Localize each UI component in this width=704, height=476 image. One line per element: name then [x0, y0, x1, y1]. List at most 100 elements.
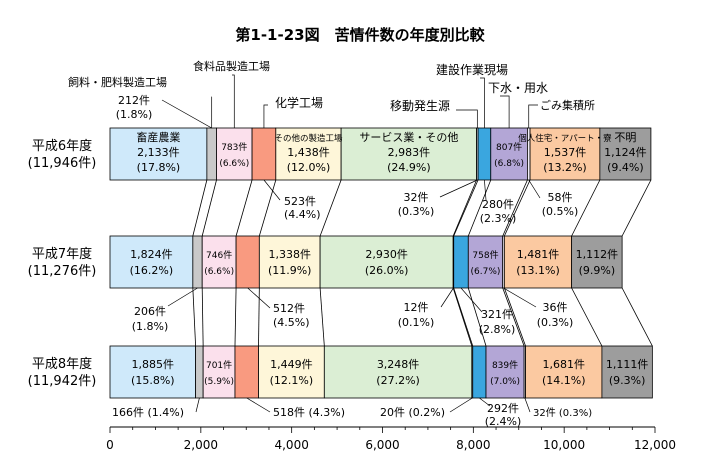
bar-segment	[571, 235, 623, 289]
callout-value: 206件	[134, 305, 166, 318]
callout-value: 518件 (4.3%)	[273, 406, 345, 419]
category-name: 平成6年度	[32, 138, 92, 154]
segment-value-label: 1,438件	[287, 146, 330, 159]
callout-leader	[247, 287, 271, 309]
segment-percent-label: (11.9%)	[268, 264, 312, 277]
callout-leader	[263, 179, 281, 201]
bar-segment	[490, 127, 528, 181]
connector-line	[258, 287, 260, 347]
callout-leader	[503, 287, 537, 308]
connector-line	[452, 287, 473, 347]
connector-line	[503, 179, 531, 237]
series-name-label: 下水・用水	[488, 81, 548, 95]
x-tick-label: 4,000	[274, 438, 308, 452]
callout-percent: (4.4%)	[284, 208, 321, 221]
segment-percent-label: (9.3%)	[609, 374, 646, 387]
bar-segment	[109, 235, 194, 289]
segment-value-label: 1,338件	[268, 248, 311, 261]
segment-value-label: 2,133件	[137, 146, 180, 159]
connector-line	[621, 179, 652, 237]
segment-series-name: 畜産農業	[136, 130, 180, 144]
x-tick-label: 12,000	[634, 438, 676, 452]
x-tick-label: 2,000	[184, 438, 218, 452]
callout-value: 20件 (0.2%)	[380, 406, 445, 419]
connector-line	[503, 287, 526, 347]
callout-value: 512件	[273, 302, 305, 315]
connector-lines	[192, 179, 653, 347]
connector-line	[621, 287, 653, 347]
callout-leader	[460, 287, 483, 313]
series-name-leader	[456, 109, 478, 128]
bar-segment	[201, 235, 237, 289]
segment-percent-label: (12.0%)	[287, 161, 331, 174]
series-name-label: 食料品製造工場	[193, 59, 270, 73]
bar-segment	[206, 127, 217, 181]
connector-line	[571, 179, 601, 237]
bar-segment	[319, 235, 454, 289]
bar-segment	[467, 235, 504, 289]
segment-percent-label: (13.2%)	[543, 161, 587, 174]
callout-leader	[195, 397, 200, 413]
callout-leader	[479, 397, 491, 407]
segment-value-label: 701件	[206, 359, 232, 371]
connector-line	[467, 179, 492, 237]
series-name-label: 建設作業現場	[436, 62, 508, 77]
segment-value-label: 1,112件	[576, 248, 619, 261]
callout-leader	[161, 99, 212, 129]
connector-line	[453, 287, 474, 347]
callout-value: 292件	[487, 402, 519, 415]
connector-line	[192, 287, 197, 347]
bar-segment	[477, 127, 492, 181]
segment-value-label: 758件	[472, 249, 498, 261]
bar-segment	[251, 127, 277, 181]
connector-line	[571, 287, 603, 347]
segment-value-label: 3,248件	[377, 358, 420, 371]
callout-value: 12件	[404, 301, 429, 314]
segment-value-label: 1,824件	[130, 248, 173, 261]
connector-line	[319, 287, 325, 347]
x-tick-label: 6,000	[365, 438, 399, 452]
callout-leader	[449, 397, 473, 413]
segment-value-label: 783件	[221, 141, 247, 153]
bar-segment	[235, 235, 260, 289]
callout-percent: (1.8%)	[132, 320, 169, 333]
segment-value-label: 1,124件	[604, 146, 647, 159]
bar-segment	[258, 235, 321, 289]
segment-series-name: 不明	[614, 131, 636, 144]
bar-segment	[216, 127, 253, 181]
x-tick-label: 8,000	[456, 438, 490, 452]
category-total: (11,946件)	[28, 156, 97, 171]
callout-value: 280件	[482, 198, 514, 211]
callout-percent: (0.1%)	[398, 316, 435, 329]
bar-segment	[109, 127, 208, 181]
callout-value: 32件	[404, 191, 429, 204]
segment-percent-label: (17.8%)	[137, 161, 181, 174]
callout-value: 212件	[118, 94, 150, 107]
segment-percent-label: (7.0%)	[490, 377, 520, 387]
bar-segment	[453, 235, 469, 289]
callout-value: 166件 (1.4%)	[112, 406, 184, 419]
callout-percent: (2.8%)	[479, 323, 516, 336]
callout-percent: (2.4%)	[485, 415, 522, 428]
bar-segment	[234, 345, 259, 399]
series-name-leader	[480, 77, 485, 128]
segment-value-label: 839件	[492, 359, 518, 371]
bar-segment	[323, 345, 473, 399]
segment-value-labels: 畜産農業 2,133件 (17.8%) 1,824件 (16.2%) 1,885件 (15.…	[130, 130, 649, 387]
segment-value-label: 1,111件	[606, 358, 649, 371]
chart-title: 第1-1-23図 苦情件数の年度別比較	[235, 26, 485, 44]
segment-value-label: 746件	[206, 249, 232, 261]
segment-percent-label: (27.2%)	[376, 374, 420, 387]
category-total: (11,276件)	[28, 264, 97, 279]
callout-percent: (1.8%)	[116, 108, 153, 121]
segment-percent-label: (12.1%)	[270, 374, 314, 387]
callout-value: 523件	[284, 195, 316, 208]
series-name-leader	[232, 74, 235, 128]
callout-leader	[484, 179, 487, 201]
connector-line	[502, 179, 528, 237]
callout-leader	[524, 397, 531, 413]
bar-segment	[275, 127, 342, 181]
segment-series-name: 個人住宅・アパート・寮	[518, 133, 612, 144]
callout-value: 32件 (0.3%)	[533, 407, 592, 419]
